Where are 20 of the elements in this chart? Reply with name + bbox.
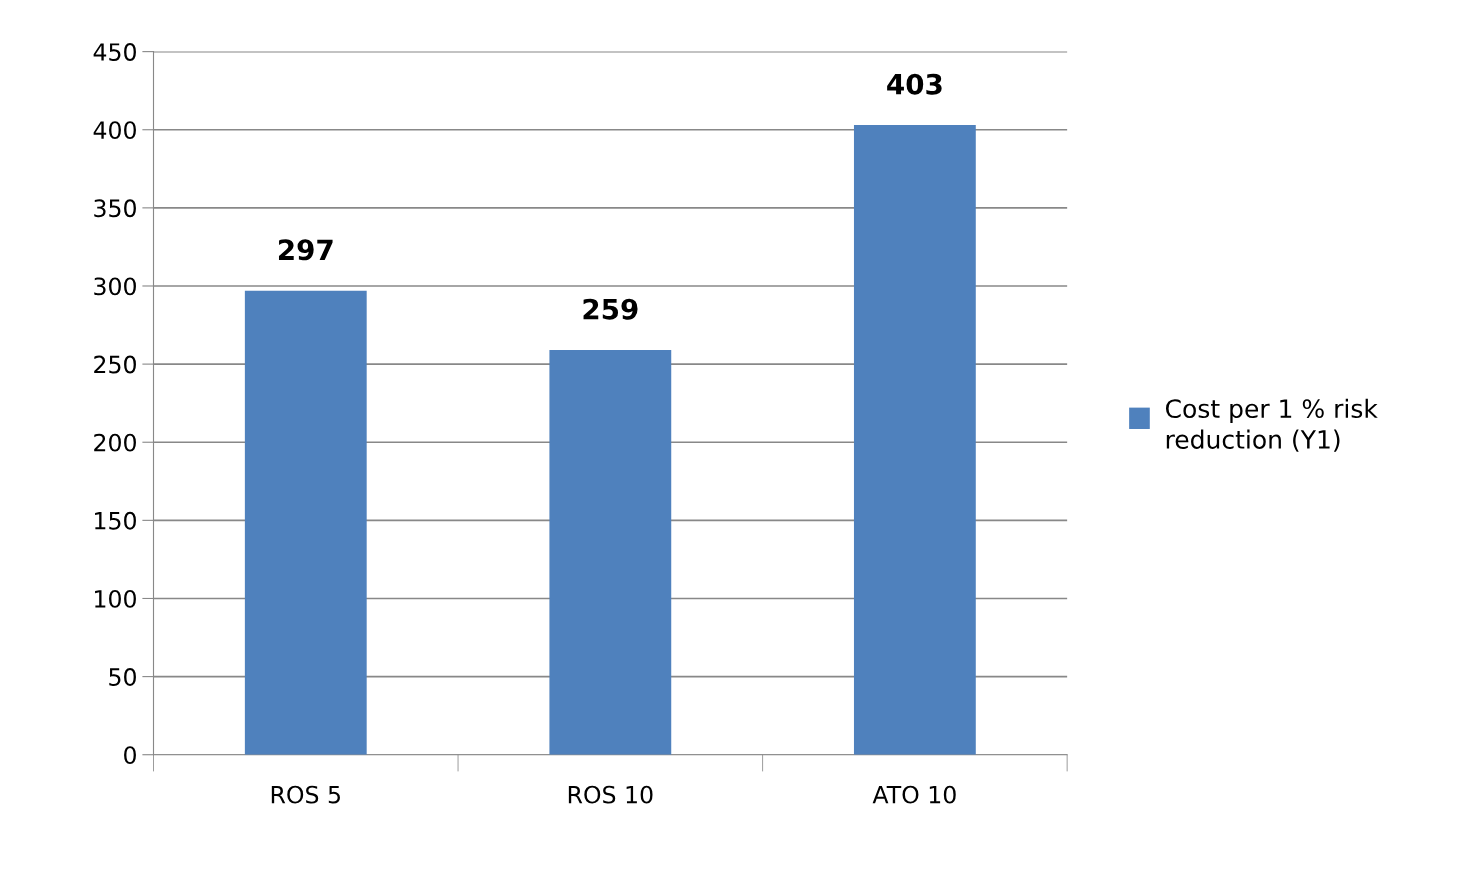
y-tick-label: 150 [95, 511, 136, 530]
y-tick-label: 100 [95, 589, 136, 608]
y-tick-label: 400 [93, 121, 136, 140]
y-tick-label: 300 [94, 277, 136, 296]
bar [549, 350, 672, 755]
y-tick-label: 0 [124, 746, 136, 765]
bar [244, 290, 367, 755]
y-tick-label: 50 [109, 668, 136, 686]
x-tick-label: ROS 5 [271, 785, 340, 804]
data-label: 403 [887, 73, 942, 95]
y-tick-label: 250 [94, 355, 136, 374]
data-label: 259 [583, 298, 638, 320]
bar [853, 125, 976, 755]
y-tick-label: 450 [93, 43, 136, 61]
y-tick-label: 200 [94, 433, 136, 452]
legend-label: Cost per 1 % risk reduction (Y1) [1165, 398, 1378, 452]
y-tick-label: 350 [94, 199, 136, 218]
x-tick-label: ATO 10 [872, 785, 956, 804]
x-tick-label: ROS 10 [568, 785, 653, 804]
data-label: 297 [278, 239, 333, 261]
